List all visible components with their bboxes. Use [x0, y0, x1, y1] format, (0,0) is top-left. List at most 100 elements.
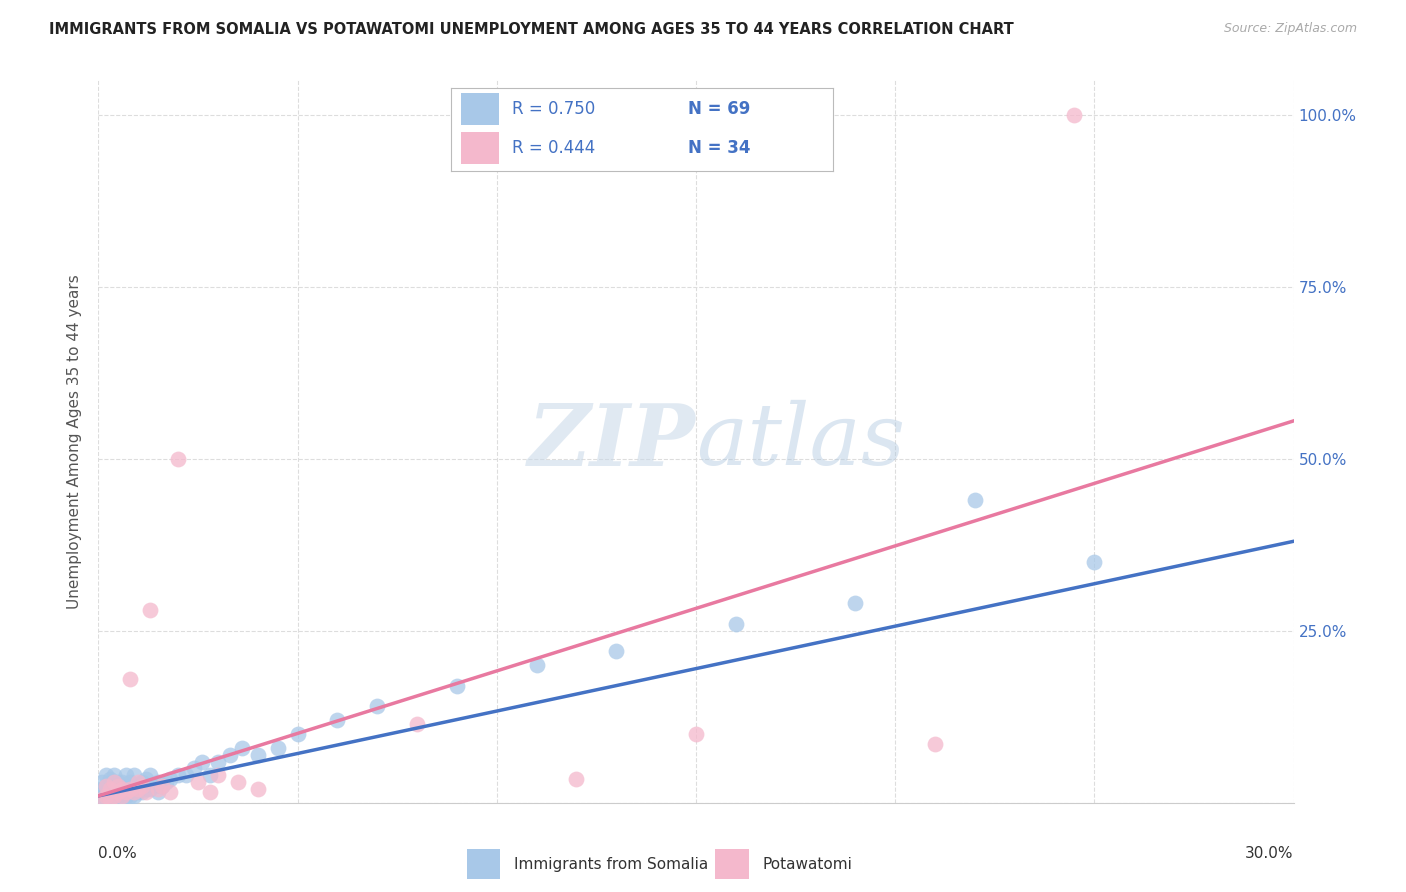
Point: [226, 775, 249, 789]
Point: [98, 792, 122, 806]
Point: [124, 789, 146, 803]
Point: [120, 789, 142, 803]
Point: [127, 785, 149, 799]
Point: [326, 713, 349, 727]
Point: [103, 768, 125, 782]
Point: [143, 779, 166, 793]
Point: [963, 493, 986, 508]
Point: [150, 779, 173, 793]
Point: [96, 785, 118, 799]
Point: [148, 775, 170, 789]
Point: [191, 755, 214, 769]
Point: [174, 768, 197, 782]
Point: [96, 789, 118, 803]
Point: [91, 789, 114, 803]
Point: [111, 775, 134, 789]
Point: [96, 789, 118, 803]
Point: [124, 768, 146, 782]
Point: [167, 768, 190, 782]
Point: [724, 616, 747, 631]
Point: [107, 789, 129, 803]
Point: [107, 775, 129, 789]
Point: [97, 792, 120, 806]
Point: [1063, 108, 1085, 122]
Point: [159, 772, 181, 786]
Point: [139, 782, 162, 797]
Point: [150, 779, 173, 793]
Point: [120, 775, 142, 789]
Point: [685, 727, 707, 741]
Point: [287, 727, 309, 741]
Point: [91, 792, 114, 806]
Text: Source: ZipAtlas.com: Source: ZipAtlas.com: [1223, 22, 1357, 36]
Point: [446, 679, 468, 693]
Point: [605, 644, 627, 658]
Point: [231, 740, 253, 755]
Point: [91, 775, 114, 789]
Point: [103, 775, 125, 789]
Point: [98, 782, 122, 797]
Point: [159, 785, 181, 799]
Point: [366, 699, 388, 714]
Point: [98, 789, 122, 803]
Point: [131, 779, 153, 793]
Point: [267, 740, 290, 755]
Point: [115, 782, 138, 797]
Point: [1083, 555, 1105, 569]
Point: [148, 782, 170, 797]
Point: [924, 737, 946, 751]
Point: [115, 789, 138, 803]
Point: [101, 792, 124, 806]
Point: [135, 785, 157, 799]
Point: [115, 768, 138, 782]
Point: [111, 782, 134, 797]
Point: [246, 782, 269, 797]
Point: [198, 768, 221, 782]
Point: [148, 785, 170, 799]
Point: [96, 779, 118, 793]
Point: [139, 603, 162, 617]
Point: [107, 779, 129, 793]
Point: [406, 716, 429, 731]
Point: [139, 768, 162, 782]
Point: [207, 768, 229, 782]
Point: [93, 792, 115, 806]
Point: [103, 789, 125, 803]
Point: [155, 775, 177, 789]
Point: [96, 768, 118, 782]
Text: 0.0%: 0.0%: [98, 847, 138, 861]
Point: [98, 782, 122, 797]
Point: [127, 775, 149, 789]
Point: [115, 785, 138, 799]
Point: [120, 782, 142, 797]
Point: [124, 782, 146, 797]
Point: [89, 792, 111, 806]
Point: [207, 755, 229, 769]
Point: [98, 772, 122, 786]
Point: [844, 596, 866, 610]
Point: [127, 782, 149, 797]
Point: [105, 792, 128, 806]
Point: [103, 779, 125, 793]
Text: 30.0%: 30.0%: [1246, 847, 1294, 861]
Point: [198, 785, 221, 799]
Y-axis label: Unemployment Among Ages 35 to 44 years: Unemployment Among Ages 35 to 44 years: [67, 274, 83, 609]
Point: [565, 772, 588, 786]
Point: [187, 775, 209, 789]
Point: [111, 789, 134, 803]
Point: [103, 789, 125, 803]
Point: [219, 747, 242, 762]
Point: [103, 785, 125, 799]
Point: [131, 775, 153, 789]
Point: [183, 761, 205, 775]
Point: [131, 785, 153, 799]
Point: [124, 785, 146, 799]
Point: [120, 672, 142, 686]
Text: ZIP: ZIP: [529, 400, 696, 483]
Point: [98, 785, 122, 799]
Point: [526, 658, 548, 673]
Point: [246, 747, 269, 762]
Text: atlas: atlas: [696, 401, 905, 483]
Point: [135, 782, 157, 797]
Point: [107, 782, 129, 797]
